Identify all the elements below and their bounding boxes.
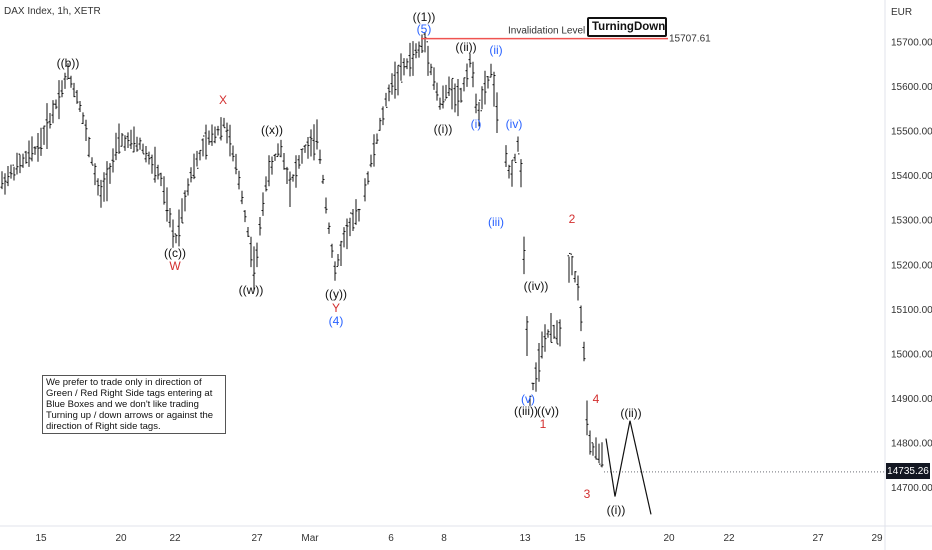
x-tick-label: 27: [812, 533, 824, 544]
y-tick-label: 14900.00: [891, 394, 932, 405]
wave-label: ((w)): [239, 283, 264, 297]
x-tick-label: 20: [115, 533, 127, 544]
wave-label: (4): [329, 314, 344, 328]
y-tick-label: 15300.00: [891, 216, 932, 227]
wave-labels: ((b)) ((c))W X ((x)) ((w)) ((y))Y(4) ((1))(5) (…: [57, 10, 642, 517]
brand-label: TurningDown: [592, 21, 666, 33]
wave-label: 4: [593, 392, 600, 406]
trading-note: We prefer to trade only in direction of …: [42, 375, 226, 434]
turning-down-tag: TurningDown ↘: [587, 17, 667, 37]
y-tick-label: 15200.00: [891, 260, 932, 271]
wave-label: ((i)): [434, 122, 453, 136]
x-tick-label: 6: [388, 533, 394, 544]
last-price-badge: 14735.26: [886, 463, 930, 479]
wave-label: ((ii)): [455, 40, 476, 54]
wave-label: 2: [569, 212, 576, 226]
wave-label: ((iv)): [524, 279, 549, 293]
chart-title: DAX Index, 1h, XETR: [4, 6, 101, 17]
wave-label: (ii): [489, 43, 502, 57]
x-tick-label: 27: [251, 533, 263, 544]
projection-path: [605, 420, 652, 515]
invalidation-value: 15707.61: [669, 34, 711, 45]
wave-label: ((x)): [261, 123, 283, 137]
x-tick-label: 22: [169, 533, 181, 544]
wave-label: ((i)): [607, 503, 626, 517]
wave-label: X: [219, 93, 227, 107]
y-tick-label: 15400.00: [891, 171, 932, 182]
y-tick-label: 14700.00: [891, 483, 932, 494]
wave-label: (v): [521, 392, 535, 406]
annotations: Invalidation Level 15707.61: [421, 26, 885, 515]
wave-label: (i): [471, 117, 482, 131]
wave-label: ((b)): [57, 56, 80, 70]
currency-label: EUR: [891, 7, 912, 18]
wave-label: ((y)): [325, 287, 347, 301]
wave-label: ((c)): [164, 246, 186, 260]
wave-label: (iii): [488, 215, 504, 229]
y-tick-label: 15000.00: [891, 349, 932, 360]
wave-label: 1: [540, 417, 547, 431]
x-tick-label: 29: [871, 533, 883, 544]
wave-label: 3: [584, 487, 591, 501]
wave-label: W: [169, 259, 181, 273]
x-tick-label: 13: [519, 533, 531, 544]
wave-label: ((iii)): [514, 404, 538, 418]
wave-label: ((v)): [537, 404, 559, 418]
y-tick-label: 15100.00: [891, 305, 932, 316]
x-tick-label: 15: [35, 533, 47, 544]
ohlc-bars: [0, 32, 604, 468]
x-tick-label: 22: [723, 533, 735, 544]
x-tick-label: 20: [663, 533, 675, 544]
wave-label: ((ii)): [620, 406, 641, 420]
y-tick-label: 15500.00: [891, 127, 932, 138]
y-tick-label: 14800.00: [891, 439, 932, 450]
y-tick-label: 15700.00: [891, 38, 932, 49]
wave-label: Y: [332, 301, 340, 315]
x-tick-label: 15: [574, 533, 586, 544]
wave-label: ((1)): [413, 10, 436, 24]
x-tick-label: 8: [441, 533, 447, 544]
y-tick-label: 15600.00: [891, 82, 932, 93]
trend-down-arrow-icon: ↘: [666, 22, 667, 33]
wave-label: (5): [417, 22, 432, 36]
invalidation-label: Invalidation Level: [508, 26, 585, 37]
wave-label: (iv): [506, 117, 523, 131]
x-tick-label: Mar: [301, 533, 319, 544]
